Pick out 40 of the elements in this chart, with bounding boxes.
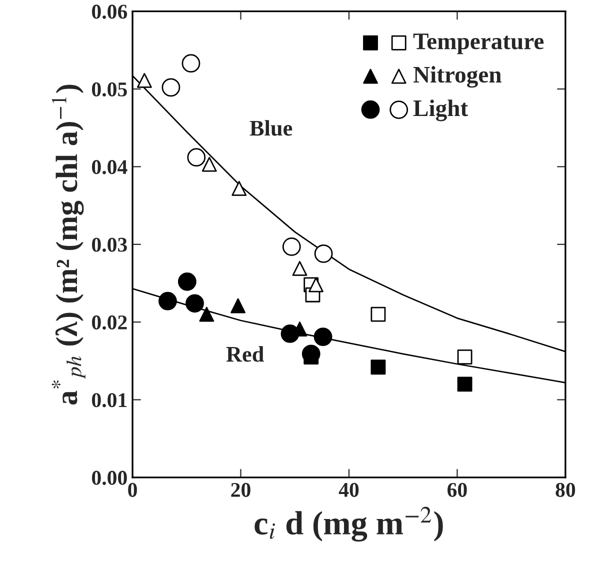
point [457,350,472,364]
point [292,260,308,276]
legend-label: Nitrogen [413,66,502,88]
y-tick-label: 0.01 [92,393,127,408]
point [370,360,386,375]
x-tick-label: 20 [231,482,250,497]
point [182,54,200,73]
annotation: Blue [250,120,292,136]
x-axis-title: c$_{i}$ d (mg m$^{−2}$) [254,506,443,542]
x-tick-label: 60 [448,482,467,497]
y-tick-label: 0.02 [92,315,127,330]
point [178,272,196,291]
point [186,294,204,313]
point [187,148,206,167]
point [230,298,246,314]
legend-label: Light [413,100,468,122]
point [136,72,152,88]
point [308,277,324,292]
point [457,376,472,392]
y-tick-label: 0.05 [92,82,127,97]
x-tick-label: 0 [128,482,137,497]
point [314,328,332,346]
x-tick-label: 40 [338,482,359,497]
x-tick-label: 80 [556,482,576,497]
point [162,78,180,97]
point [202,156,217,172]
point [370,306,386,322]
point [199,306,214,322]
point [232,180,247,196]
y-tick-label: 0.00 [92,470,127,485]
point [158,292,177,310]
point [280,324,300,343]
y-tick-label: 0.06 [92,4,128,19]
annotation: Red [226,346,264,362]
point [314,244,333,263]
y-axis-title: a$^{*}$$_{ph}$ (λ) (m² (mg chl a)$^{−1}$) [52,84,86,405]
point [282,237,301,256]
y-tick-label: 0.04 [92,160,128,174]
y-tick-label: 0.03 [92,238,127,252]
legend-label: Temperature [413,34,544,54]
